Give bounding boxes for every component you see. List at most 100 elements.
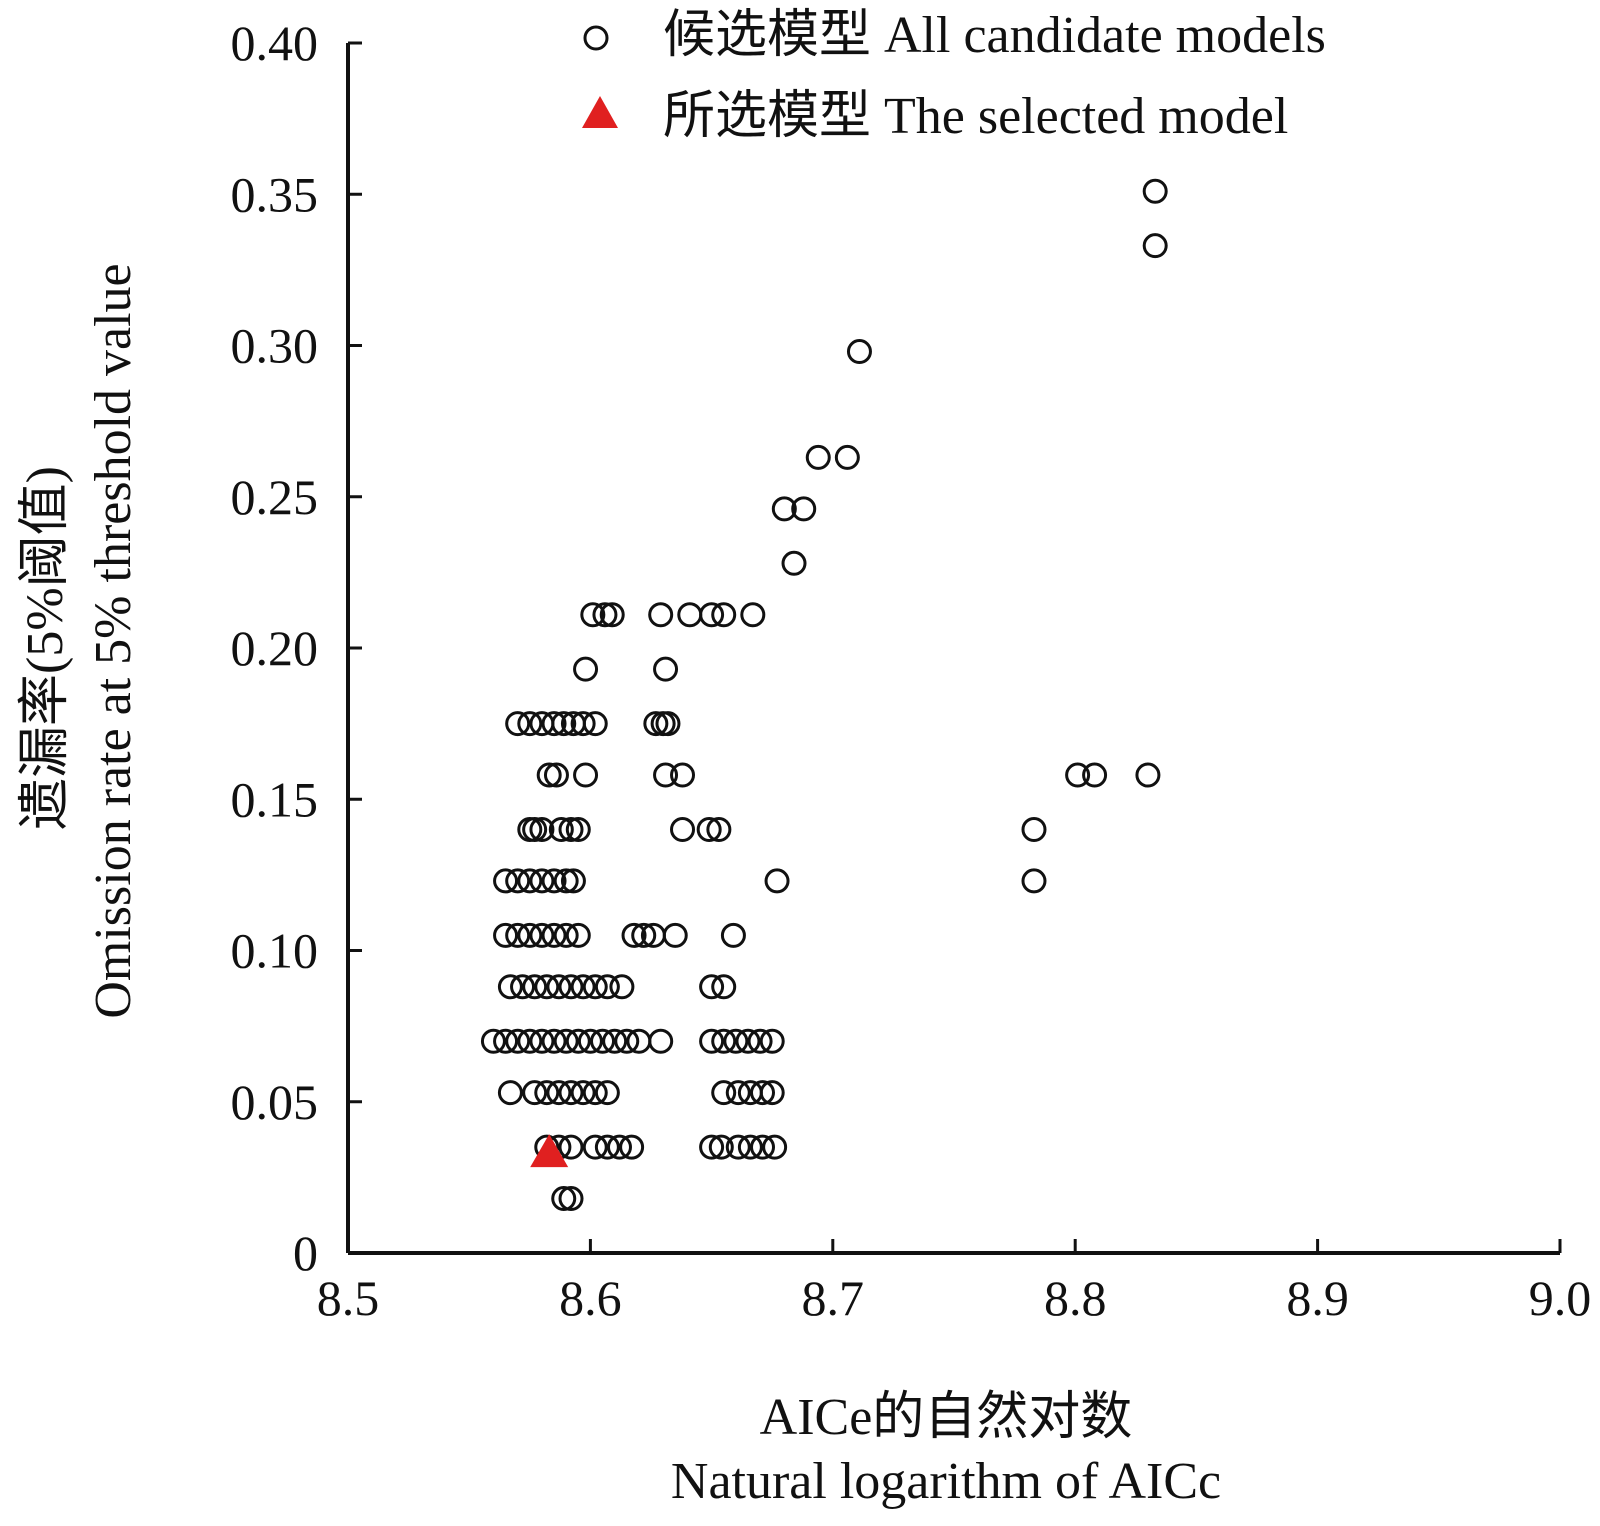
data-point [493,922,519,948]
data-point [594,974,620,1000]
data-point [653,762,679,788]
data-point [548,817,574,842]
data-point [648,1028,674,1054]
data-point [570,974,596,1000]
data-point [505,1028,531,1054]
data-point [846,339,872,365]
y-tick-label: 0.20 [231,620,319,676]
data-point [505,922,531,948]
data-point [577,1028,603,1054]
data-point [493,868,519,894]
data-point [582,1080,608,1106]
data-point [602,1028,628,1054]
data-point [558,1186,584,1212]
data-point [1142,233,1168,259]
data-point [781,550,807,576]
data-point [711,1028,737,1054]
legend: 候选模型 All candidate models 所选模型 The selec… [582,7,1326,145]
data-point [621,922,647,948]
axes: 8.5 8.6 8.7 8.8 8.9 9.0 0 0.05 0.10 0.15 0.20 0.25… [231,15,1592,1326]
data-point [529,868,555,894]
data-point [522,1080,548,1106]
data-point [805,444,831,470]
data-point [711,974,737,1000]
data-point [497,974,523,1000]
data-point [711,602,737,628]
data-point [696,817,722,842]
y-axis-ticks: 0 0.05 0.10 0.15 0.20 0.25 0.30 0.35 0.40 [231,15,362,1281]
data-point [541,868,567,894]
data-point [551,1186,577,1212]
data-point [493,1028,519,1054]
data-point [1021,868,1047,894]
y-tick-label: 0.25 [231,469,319,525]
x-tick-label: 9.0 [1529,1270,1592,1326]
data-point [510,974,536,1000]
data-point [699,1028,725,1054]
data-point [723,1028,749,1054]
data-point [747,1028,773,1054]
selected-model-points [530,1134,569,1168]
data-point [1021,817,1047,842]
y-axis-title-cn: 遗漏率(5%阈值) [17,466,74,830]
data-point [558,974,584,1000]
data-point [706,817,732,842]
data-point [517,711,543,737]
data-point [517,1028,543,1054]
y-tick-label: 0.35 [231,166,319,222]
data-point [834,444,860,470]
data-point [522,817,548,842]
data-point [592,602,618,628]
data-point [720,922,746,948]
data-point [553,868,579,894]
data-point [643,711,669,737]
data-point [541,711,567,737]
x-axis-title-en: Natural logarithm of AICc [671,1453,1221,1510]
y-axis-title-en-group: Omission rate at 5% threshold value [85,263,142,1018]
data-point [573,762,599,788]
data-point [699,974,725,1000]
data-point [529,1028,555,1054]
data-point [609,974,635,1000]
x-tick-label: 8.5 [317,1270,380,1326]
data-point [558,1134,584,1160]
data-point [543,762,569,788]
data-point [582,974,608,1000]
data-point [677,602,703,628]
y-tick-label: 0.15 [231,771,319,827]
data-point [529,922,555,948]
data-point [529,817,555,842]
data-point [759,1028,785,1054]
x-tick-label: 8.6 [559,1270,622,1326]
y-tick-label: 0.10 [231,923,319,979]
data-point [762,1134,788,1160]
x-tick-label: 8.7 [802,1270,865,1326]
legend-label-candidate: 候选模型 All candidate models [663,7,1326,64]
data-point [558,817,584,842]
data-point [553,922,579,948]
data-point [699,1134,725,1160]
data-point [631,922,657,948]
data-point [606,1134,632,1160]
y-tick-label: 0.30 [231,318,319,374]
data-point [546,1080,572,1106]
legend-marker-selected [582,96,618,128]
data-point [1082,762,1108,788]
y-axis-title-en: Omission rate at 5% threshold value [85,263,142,1018]
data-point [505,868,531,894]
data-point [759,1080,785,1106]
data-point [558,1080,584,1106]
data-point [725,1080,751,1106]
data-point [565,817,591,842]
data-point [619,1134,645,1160]
data-point [725,1134,751,1160]
data-point [1135,762,1161,788]
data-points [480,178,1168,1212]
data-point [594,1134,620,1160]
y-tick-label: 0.40 [231,15,319,71]
data-point [551,711,577,737]
data-point [653,656,679,682]
data-point [570,1080,596,1106]
data-point [735,1028,761,1054]
